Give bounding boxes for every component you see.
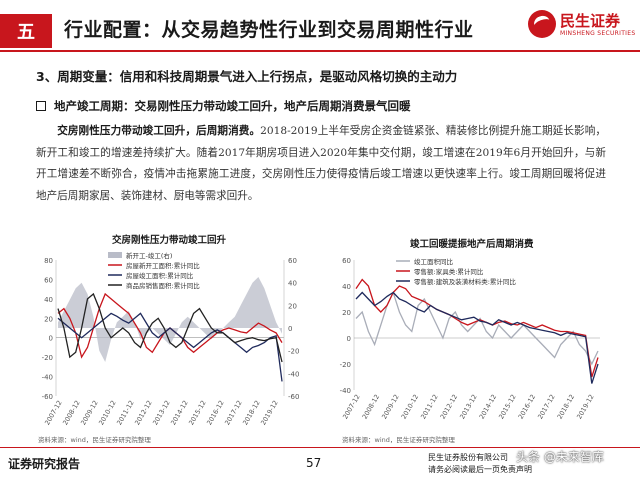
chart1-right-tick-label: 0 <box>288 325 292 333</box>
chart2-x-tick-label: 2016-12 <box>517 393 538 421</box>
chart2-x-tick-label: 2009-12 <box>380 393 401 421</box>
chart1-right-tick-label: -60 <box>288 393 299 401</box>
chart1-left-tick-label: 0 <box>49 335 53 343</box>
paragraph-body: 2018-2019上半年受房企资金链紧张、精装修比例提升施工期延长影响，新开工和… <box>36 125 607 202</box>
chart1-source: 资料来源：wind，民生证券研究院整理 <box>38 436 151 444</box>
chart1-legend-label: 新开工-竣工(右) <box>126 251 172 260</box>
logo-name-cn: 民生证券 <box>560 12 621 30</box>
chart2-title: 竣工回暖提振地产后周期消费 <box>410 239 534 250</box>
section-number-badge: 五 <box>0 14 52 48</box>
chart2-x-tick-label: 2007-12 <box>341 393 362 421</box>
checkbox-square-icon <box>36 101 46 111</box>
footer-disclaimer: 请务必阅读最后一页免责声明 <box>428 465 532 474</box>
chart2-left-tick-label: -40 <box>340 387 351 395</box>
page-title: 行业配置：从交易趋势性行业到交易周期性行业 <box>64 19 474 41</box>
chart2-source: 资料来源：wind，民生证券研究院整理 <box>342 436 455 444</box>
brand-logo: 民生证券 MINSHENG SECURITIES <box>528 8 640 44</box>
chart2-legend-label: 零售额:家具类:累计同比 <box>414 267 484 276</box>
chart2-x-tick-label: 2011-12 <box>419 393 440 421</box>
page-number: 57 <box>306 456 322 470</box>
chart2-series-line <box>355 290 599 366</box>
chart1-series-line <box>57 292 283 363</box>
logo-icon <box>528 10 556 38</box>
chart1-plot: 806040200-20-40-606040200-20-40-602007-1… <box>42 251 300 427</box>
chart1-legend-label: 商品房销售面积:累计同比 <box>126 281 200 290</box>
chart2-left-tick-label: 40 <box>342 283 351 291</box>
chart2-left-tick-label: 0 <box>347 335 351 343</box>
chart1-left-tick-label: -60 <box>42 393 53 401</box>
chart1-legend-swatch <box>108 252 122 258</box>
chart2-x-tick-label: 2012-12 <box>439 393 460 421</box>
footer-company: 民生证券股份有限公司 <box>428 453 508 462</box>
chart1-right-tick-label: -20 <box>288 348 299 356</box>
paragraph-lead: 交房刚性压力带动竣工回升，后周期消费。 <box>57 125 261 137</box>
chart1-right-tick-label: 60 <box>288 257 297 265</box>
chart1-series-area <box>58 277 282 362</box>
sub-heading-text: 地产竣工周期：交易刚性压力带动竣工回升，地产后周期消费景气回暖 <box>54 99 411 113</box>
chart1-left-tick-label: 60 <box>44 276 53 284</box>
body-paragraph: 交房刚性压力带动竣工回升，后周期消费。2018-2019上半年受房企资金链紧张、… <box>36 121 606 207</box>
section-heading: 3、周期变量：信用和科技周期景气进入上行拐点，是驱动风格切换的主动力 <box>36 69 458 84</box>
chart2-left-tick-label: 60 <box>342 257 351 265</box>
chart1-series-line <box>57 312 283 382</box>
chart2-left-tick-label: 20 <box>342 309 351 317</box>
chart2-plot: 60 40 20 0 -20 -402007-122008-122009-122010-1… <box>340 257 600 421</box>
chart1-x-tick-label: 2019-12 <box>259 399 280 427</box>
sub-heading: 地产竣工周期：交易刚性压力带动竣工回升，地产后周期消费景气回暖 <box>36 98 411 114</box>
chart1-left-tick-label: 40 <box>44 296 53 304</box>
chart2-left-tick-label: -20 <box>340 361 351 369</box>
chart2-series-line <box>355 291 599 384</box>
chart2-series-line <box>355 278 599 378</box>
chart2-x-tick-label: 2008-12 <box>361 393 382 421</box>
chart2-legend-label: 竣工面积同比 <box>414 257 454 266</box>
chart1-right-tick-label: 20 <box>288 302 297 310</box>
chart2-x-tick-label: 2015-12 <box>497 393 518 421</box>
chart2-x-tick-label: 2018-12 <box>556 393 577 421</box>
chart1-legend-label: 房屋竣工面积:累计同比 <box>126 271 194 280</box>
chart2-x-tick-label: 2014-12 <box>478 393 499 421</box>
chart1-left-tick-label: -20 <box>42 354 53 362</box>
chart1-title: 交房刚性压力带动竣工回升 <box>112 235 227 246</box>
chart2-x-tick-label: 2017-12 <box>536 393 557 421</box>
footer-report-label: 证券研究报告 <box>8 457 81 471</box>
logo-name-en: MINSHENG SECURITIES <box>560 30 636 37</box>
chart1-right-tick-label: -40 <box>288 370 299 378</box>
chart1-legend-label: 房屋新开工面积:累计同比 <box>126 261 200 270</box>
chart1-left-tick-label: 80 <box>44 257 53 265</box>
footer-divider <box>0 447 640 448</box>
chart2-x-tick-label: 2010-12 <box>400 393 421 421</box>
chart1-right-tick-label: 40 <box>288 280 297 288</box>
chart2-x-tick-label: 2013-12 <box>458 393 479 421</box>
chart1-left-tick-label: 20 <box>44 315 53 323</box>
chart1-left-tick-label: -40 <box>42 374 53 382</box>
chart2-x-tick-label: 2019-12 <box>575 393 596 421</box>
chart2-legend-label: 零售额:建筑及装潢材料类:累计同比 <box>414 277 516 286</box>
watermark: 头条 @未来智库 <box>516 450 604 464</box>
header-divider <box>0 50 640 52</box>
